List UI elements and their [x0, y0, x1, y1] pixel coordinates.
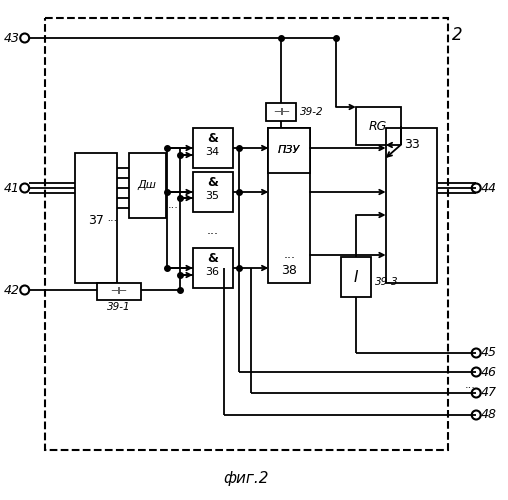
Text: ...: ... [168, 200, 178, 210]
Text: 33: 33 [404, 138, 420, 151]
Bar [266, 103, 296, 121]
Text: 39-3: 39-3 [375, 277, 398, 287]
Bar [98, 283, 141, 300]
Text: RG: RG [369, 120, 387, 132]
Bar [268, 128, 310, 283]
Bar [129, 153, 166, 218]
Text: 39-1: 39-1 [107, 302, 131, 312]
Text: 48: 48 [481, 408, 497, 422]
Bar [386, 128, 437, 283]
Text: 2: 2 [452, 26, 463, 44]
Bar [75, 153, 117, 283]
Text: ПЗУ: ПЗУ [278, 145, 300, 155]
Bar [45, 18, 449, 450]
Text: 34: 34 [206, 147, 220, 157]
Text: &: & [207, 252, 218, 264]
Text: ⊣⊢: ⊣⊢ [273, 107, 290, 117]
Bar [268, 128, 310, 173]
Bar [193, 172, 233, 212]
Bar [341, 257, 371, 297]
Text: 46: 46 [481, 366, 497, 378]
Bar [193, 128, 233, 168]
Bar [356, 107, 401, 145]
Text: 43: 43 [4, 32, 20, 44]
Text: Дш: Дш [138, 180, 156, 190]
Text: 47: 47 [481, 386, 497, 400]
Text: ...: ... [107, 213, 117, 223]
Text: 37: 37 [88, 214, 104, 226]
Text: I: I [354, 270, 358, 284]
Text: ...: ... [465, 380, 475, 390]
Text: 38: 38 [281, 264, 297, 276]
Text: &: & [207, 132, 218, 144]
Text: 45: 45 [481, 346, 497, 360]
Text: ...: ... [207, 224, 218, 236]
Text: фиг.2: фиг.2 [224, 470, 269, 486]
Text: 44: 44 [481, 182, 497, 194]
Text: 36: 36 [206, 267, 219, 277]
Bar [193, 248, 233, 288]
Text: 39-2: 39-2 [300, 107, 324, 117]
Text: &: & [207, 176, 218, 188]
Text: ...: ... [283, 248, 295, 262]
Text: ⊣⊢: ⊣⊢ [111, 286, 128, 296]
Text: ПЗУ: ПЗУ [278, 145, 300, 155]
Bar [268, 128, 310, 173]
Text: 42: 42 [4, 284, 20, 296]
Text: 41: 41 [4, 182, 20, 194]
Text: 35: 35 [206, 191, 219, 201]
